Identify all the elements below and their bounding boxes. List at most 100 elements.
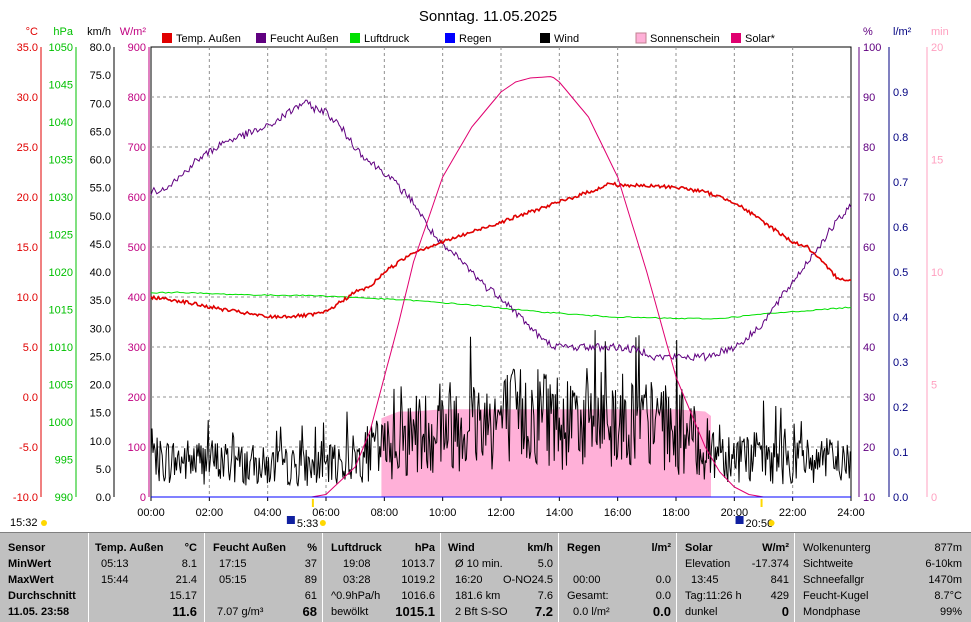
pressure-max: 1019.2: [401, 574, 435, 586]
wind-gust: 24.5: [531, 574, 553, 586]
wetbulb-label: Feucht-Kugel: [803, 590, 869, 602]
legend-swatch: [540, 33, 550, 43]
left-axis-tick-label: 15.0: [90, 408, 111, 420]
pressure-current: 1015.1: [395, 604, 435, 619]
right-axis-tick-label: 0.7: [893, 177, 908, 189]
left-axis-tick-label: 20.0: [90, 380, 111, 392]
right-axis-tick-label: 10: [931, 267, 943, 279]
x-tick-label: 06:00: [312, 507, 340, 519]
left-axis-tick-label: 80.0: [90, 42, 111, 54]
left-axis-tick-label: 5.0: [23, 342, 38, 354]
humidity-absolute: 7.07 g/m³: [217, 606, 264, 618]
left-time-label: 15:32: [10, 517, 38, 529]
left-axis-tick-label: 45.0: [90, 239, 111, 251]
moonphase-value: 99%: [939, 606, 962, 618]
left-axis-tick-label: 1035: [49, 155, 73, 167]
right-axis-tick-label: 0: [931, 492, 937, 504]
x-tick-label: 22:00: [779, 507, 807, 519]
temperature-line: [150, 181, 852, 320]
sunset-icon: [735, 516, 744, 524]
rain-total-label: Gesamt:: [567, 590, 609, 602]
rain-max: 0.0: [655, 574, 671, 586]
cloudbase-label: Wolkenunterg: [803, 542, 871, 554]
wind-unit: km/h: [527, 542, 553, 554]
sunrise-label: 5:33: [297, 518, 318, 530]
left-axis-tick-label: 5.0: [96, 464, 111, 476]
wind-gust-dir: O-NO: [503, 574, 532, 586]
row-label-avg: Durchschnitt: [8, 590, 76, 602]
left-axis-tick-label: 50.0: [90, 211, 111, 223]
x-tick-label: 18:00: [662, 507, 690, 519]
temp-min: 8.1: [181, 558, 197, 570]
rain-unit: l/m²: [651, 542, 671, 554]
wind-bft: 2 Bft S-SO: [455, 606, 508, 618]
x-tick-label: 12:00: [487, 507, 515, 519]
rain-time: 00:00: [573, 574, 601, 586]
left-axis-tick-label: -10.0: [13, 492, 38, 504]
temp-header: Temp. Außen: [95, 542, 164, 554]
legend: Temp. Außen Feucht Außen Luftdruck Regen Win…: [162, 32, 776, 45]
sun-dot-icon: [319, 520, 326, 526]
left-axis-tick-label: 0.0: [96, 492, 111, 504]
left-axis-tick-label: 25.0: [90, 351, 111, 363]
left-axis-tick-label: 1020: [49, 267, 73, 279]
humidity-min-time: 17:15: [219, 558, 247, 570]
wind-line: [150, 330, 851, 487]
solar-max: 841: [770, 574, 789, 586]
left-axis-tick-label: 35.0: [17, 42, 38, 54]
right-axis-tick-label: 40: [863, 342, 875, 354]
left-axis-tick-label: 700: [128, 142, 146, 154]
left-axis-tick-label: 55.0: [90, 183, 111, 195]
right-axis-tick-label: 0.6: [893, 222, 908, 234]
left-axis-tick-label: 990: [55, 492, 73, 504]
left-axis-tick-label: 1040: [49, 117, 73, 129]
solar-elevation-label: Elevation: [685, 558, 731, 570]
temp-column: Temp. Außen °C 05:13 8.1 15:44 21.4 15.17 1…: [88, 533, 205, 622]
x-tick-label: 16:00: [604, 507, 632, 519]
left-axis-tick-label: 1010: [49, 342, 73, 354]
solar-daylength: Tag:11:26 h: [685, 590, 742, 602]
right-axis-tick-label: 20: [863, 442, 875, 454]
solar-avg: 429: [770, 590, 789, 602]
left-axis-tick-label: 30.0: [17, 92, 38, 104]
left-axis-tick-label: 25.0: [17, 142, 38, 154]
legend-label: Regen: [459, 33, 491, 45]
left-axis-tick-label: 1045: [49, 80, 73, 92]
wetbulb-value: 8.7°C: [934, 590, 962, 602]
right-axis-unit: min: [931, 26, 949, 38]
humidity-max-time: 05:15: [219, 574, 247, 586]
left-axis-tick-label: 1000: [49, 417, 73, 429]
temp-max-time: 15:44: [101, 574, 129, 586]
x-tick-label: 10:00: [429, 507, 457, 519]
solar-state: dunkel: [685, 606, 718, 618]
pressure-line: [150, 291, 852, 320]
right-axis-tick-label: 0.1: [893, 447, 908, 459]
solar-column: Solar W/m² Elevation -17.374 13:45 841 Tag:…: [676, 533, 795, 622]
legend-swatch: [162, 33, 172, 43]
legend-label: Solar*: [745, 33, 776, 45]
temp-max: 21.4: [175, 574, 197, 586]
x-tick-label: 00:00: [137, 507, 165, 519]
pressure-unit: hPa: [414, 542, 435, 554]
wind-column: Wind km/h Ø 10 min. 5.0 16:20 O-NO 24.5 181.…: [440, 533, 559, 622]
sunrise-icon: [286, 516, 295, 524]
right-axis-tick-label: 60: [863, 242, 875, 254]
legend-swatch: [256, 33, 266, 43]
left-axis-tick-label: 995: [55, 455, 73, 467]
right-axis-tick-label: 0.5: [893, 267, 908, 279]
legend-swatch: [350, 33, 360, 43]
right-axis-tick-label: 0.4: [893, 312, 908, 324]
left-axis-tick-label: -5.0: [19, 442, 38, 454]
snowline-label: Schneefallgr: [803, 574, 865, 586]
legend-swatch: [635, 32, 647, 44]
right-axis-tick-label: 70: [863, 192, 875, 204]
left-axis-tick-label: 1025: [49, 230, 73, 242]
rain-header: Regen: [567, 542, 601, 554]
left-axis-tick-label: 200: [128, 392, 146, 404]
right-axis-unit: l/m²: [893, 26, 912, 38]
humidity-min: 37: [304, 558, 317, 570]
sunshine-area: [381, 409, 711, 497]
humidity-line: [150, 99, 852, 362]
right-axis-tick-label: 80: [863, 142, 875, 154]
extra-column: Wolkenunterg 877m Sichtweite 6-10km Schnee…: [794, 533, 971, 622]
